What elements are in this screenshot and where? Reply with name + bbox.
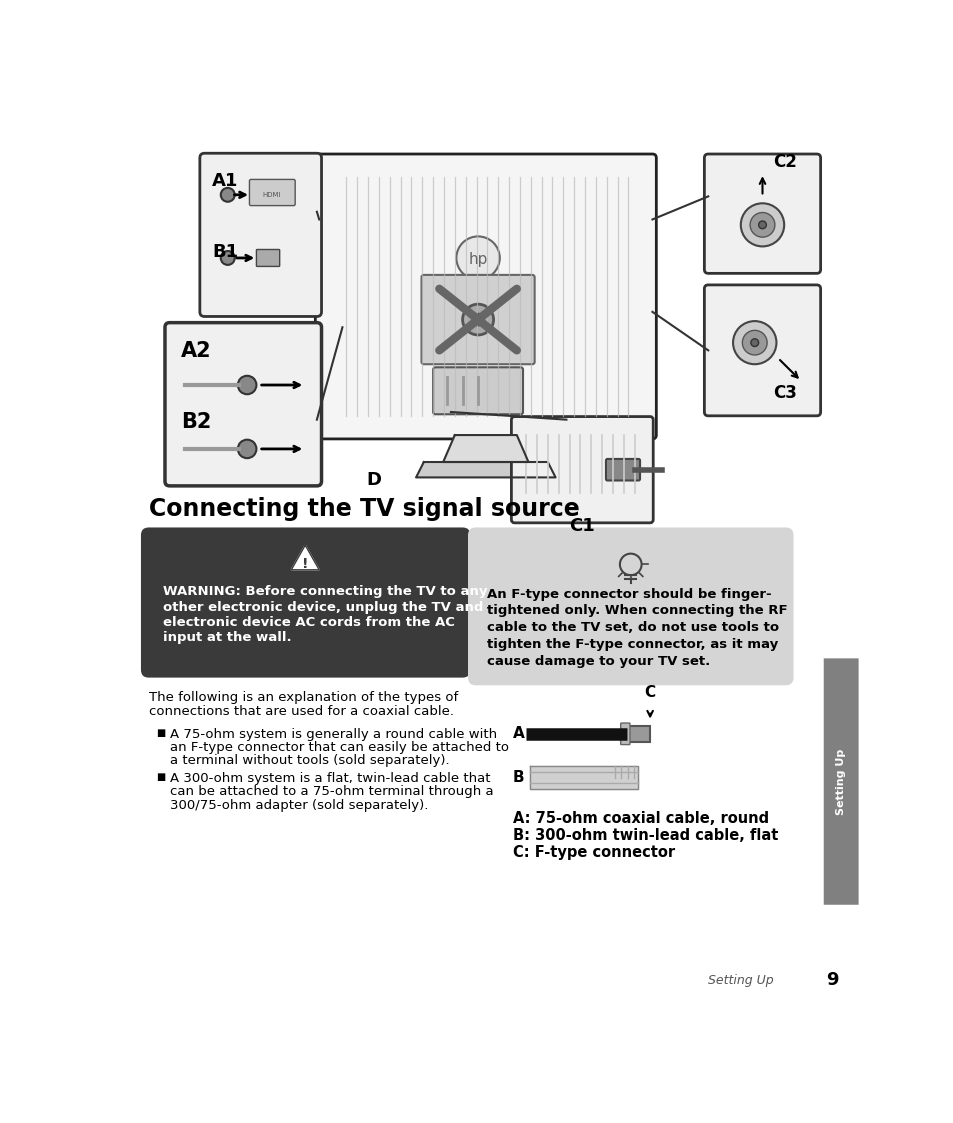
Circle shape [237, 440, 256, 458]
Circle shape [732, 321, 776, 364]
Text: an F-type connector that can easily be attached to: an F-type connector that can easily be a… [170, 741, 508, 754]
FancyBboxPatch shape [421, 275, 534, 364]
Circle shape [740, 203, 783, 246]
Text: An F-type connector should be finger-: An F-type connector should be finger- [487, 587, 771, 601]
Text: WARNING: Before connecting the TV to any: WARNING: Before connecting the TV to any [162, 585, 487, 599]
FancyBboxPatch shape [199, 153, 321, 317]
Text: B: B [513, 770, 524, 785]
Text: 300/75-ohm adapter (sold separately).: 300/75-ohm adapter (sold separately). [170, 798, 428, 812]
FancyBboxPatch shape [315, 154, 656, 439]
Text: tighten the F-type connector, as it may: tighten the F-type connector, as it may [487, 638, 778, 651]
Text: Connecting the TV signal source: Connecting the TV signal source [149, 496, 578, 521]
Text: Setting Up: Setting Up [835, 748, 845, 814]
Text: !: ! [302, 557, 308, 570]
Text: C2: C2 [773, 153, 797, 171]
Circle shape [237, 376, 256, 394]
Circle shape [456, 237, 499, 280]
Text: C: C [644, 685, 655, 700]
FancyBboxPatch shape [433, 367, 522, 414]
FancyBboxPatch shape [468, 528, 793, 685]
FancyBboxPatch shape [822, 658, 858, 905]
Circle shape [462, 304, 493, 335]
Text: B2: B2 [181, 412, 212, 432]
Text: electronic device AC cords from the AC: electronic device AC cords from the AC [162, 617, 454, 629]
Polygon shape [530, 766, 638, 789]
Text: B: 300-ohm twin-lead cable, flat: B: 300-ohm twin-lead cable, flat [513, 828, 778, 842]
FancyBboxPatch shape [249, 180, 294, 206]
Circle shape [750, 339, 758, 347]
Text: C3: C3 [773, 384, 797, 402]
Circle shape [758, 221, 765, 229]
Text: The following is an explanation of the types of: The following is an explanation of the t… [149, 692, 457, 704]
Text: A: A [513, 727, 524, 741]
Text: input at the wall.: input at the wall. [162, 631, 291, 645]
Text: ■: ■ [156, 773, 166, 783]
FancyBboxPatch shape [511, 417, 653, 523]
Text: can be attached to a 75-ohm terminal through a: can be attached to a 75-ohm terminal thr… [170, 785, 493, 798]
Text: A 75-ohm system is generally a round cable with: A 75-ohm system is generally a round cab… [170, 728, 497, 741]
FancyBboxPatch shape [165, 322, 321, 486]
Circle shape [220, 188, 234, 202]
Polygon shape [416, 462, 555, 477]
Text: A2: A2 [181, 341, 212, 362]
FancyBboxPatch shape [620, 723, 629, 745]
Text: hp: hp [468, 252, 487, 267]
Text: B1: B1 [212, 243, 238, 261]
FancyBboxPatch shape [703, 285, 820, 416]
Text: C1: C1 [568, 518, 594, 536]
Text: A 300-ohm system is a flat, twin-lead cable that: A 300-ohm system is a flat, twin-lead ca… [170, 773, 490, 785]
Polygon shape [443, 435, 528, 462]
Text: cause damage to your TV set.: cause damage to your TV set. [487, 656, 710, 668]
Circle shape [749, 212, 774, 237]
FancyBboxPatch shape [605, 459, 639, 481]
Text: 9: 9 [825, 971, 838, 989]
Text: A: 75-ohm coaxial cable, round: A: 75-ohm coaxial cable, round [513, 811, 768, 825]
Text: a terminal without tools (sold separately).: a terminal without tools (sold separatel… [170, 754, 449, 767]
Circle shape [220, 252, 234, 265]
Text: cable to the TV set, do not use tools to: cable to the TV set, do not use tools to [487, 621, 779, 634]
Text: ■: ■ [156, 728, 166, 738]
Text: C: F-type connector: C: F-type connector [513, 844, 675, 860]
Text: D: D [366, 472, 380, 490]
Text: A1: A1 [212, 172, 238, 190]
Text: Setting Up: Setting Up [707, 974, 773, 987]
FancyBboxPatch shape [626, 727, 649, 741]
Circle shape [472, 313, 484, 326]
Circle shape [741, 330, 766, 355]
Polygon shape [291, 545, 319, 569]
Text: HDMI: HDMI [262, 192, 281, 198]
Text: tightened only. When connecting the RF: tightened only. When connecting the RF [487, 604, 787, 618]
FancyBboxPatch shape [141, 528, 470, 677]
Text: other electronic device, unplug the TV and: other electronic device, unplug the TV a… [162, 601, 482, 613]
FancyBboxPatch shape [256, 249, 279, 266]
FancyBboxPatch shape [703, 154, 820, 273]
Text: connections that are used for a coaxial cable.: connections that are used for a coaxial … [149, 704, 454, 718]
